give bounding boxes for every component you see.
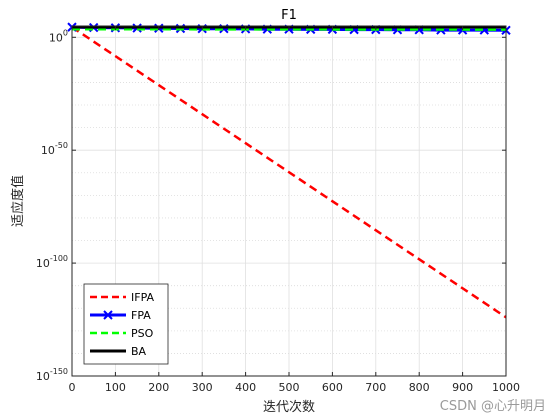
x-tick-label: 0 bbox=[69, 381, 76, 394]
y-tick-label: 10-100 bbox=[36, 254, 68, 270]
series-ifpa bbox=[71, 26, 507, 319]
x-axis-title: 迭代次数 bbox=[263, 399, 315, 415]
x-tick-label: 900 bbox=[452, 381, 473, 394]
y-tick-exponent: -150 bbox=[50, 367, 68, 376]
x-tick-label: 1000 bbox=[492, 381, 520, 394]
legend-label: IFPA bbox=[131, 291, 155, 304]
legend-item-ba: BA bbox=[90, 345, 147, 358]
legend: IFPA FPA PSO BA bbox=[83, 283, 169, 365]
x-tick-label: 100 bbox=[105, 381, 126, 394]
x-tick-label: 700 bbox=[365, 381, 386, 394]
y-tick-label: 10-50 bbox=[41, 141, 68, 157]
x-tick-label: 400 bbox=[235, 381, 256, 394]
legend-item-pso: PSO bbox=[90, 327, 154, 340]
legend-label: FPA bbox=[131, 309, 151, 322]
x-tick-label: 300 bbox=[192, 381, 213, 394]
y-axis-title: 适应度值 bbox=[10, 175, 26, 227]
x-axis-ticks: 0 100 200 300 400 500 600 700 800 900 1000 bbox=[69, 26, 520, 394]
y-tick-exponent: -100 bbox=[50, 254, 68, 263]
x-tick-label: 200 bbox=[148, 381, 169, 394]
legend-item-fpa: FPA bbox=[90, 309, 151, 322]
chart-title: F1 bbox=[281, 8, 297, 23]
y-tick-exponent: 0 bbox=[63, 28, 68, 37]
legend-label: BA bbox=[131, 345, 147, 358]
x-tick-label: 500 bbox=[279, 381, 300, 394]
y-tick-exponent: -50 bbox=[55, 141, 68, 150]
series-line bbox=[71, 26, 507, 319]
watermark: CSDN @心升明月 bbox=[439, 399, 546, 414]
y-tick-label: 10-150 bbox=[36, 367, 68, 383]
y-tick-label: 100 bbox=[49, 28, 68, 44]
x-tick-label: 800 bbox=[409, 381, 430, 394]
legend-item-ifpa: IFPA bbox=[90, 291, 155, 304]
x-tick-label: 600 bbox=[322, 381, 343, 394]
legend-label: PSO bbox=[131, 327, 154, 340]
series-marker bbox=[103, 310, 113, 320]
